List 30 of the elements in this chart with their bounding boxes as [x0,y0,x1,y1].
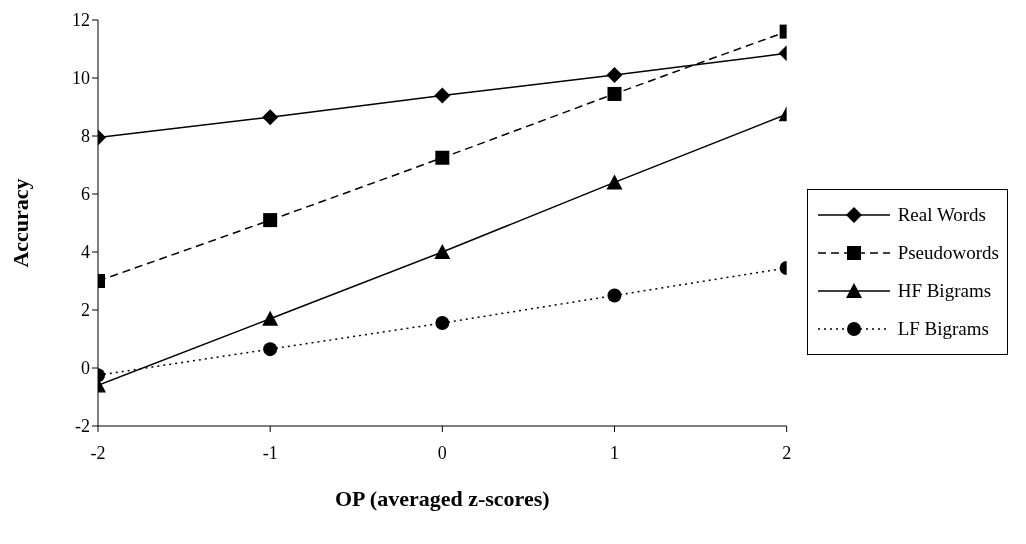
point [607,288,622,303]
legend-label: LF Bigrams [897,318,989,340]
y-tick-label: 6 [81,184,90,205]
y-tick-label: 4 [81,242,90,263]
point [434,244,451,259]
point [435,150,450,165]
y-tick-label: 0 [81,358,90,379]
legend-label: Pseudowords [897,242,999,264]
y-tick-label: 2 [81,300,90,321]
point [262,109,279,126]
point [263,213,278,228]
y-axis-title: Accuracy [7,178,33,268]
x-tick-label: -1 [262,442,278,463]
point [434,87,451,104]
point [435,316,450,331]
point [606,67,623,84]
x-axis-title: OP (averaged z-scores) [335,486,550,511]
point [607,86,622,101]
legend-label: Real Words [897,204,987,226]
y-tick-label: 10 [72,68,90,89]
point [606,174,623,190]
point [263,342,278,357]
y-tick-label: -2 [75,416,90,437]
legend-label: HF Bigrams [897,280,992,302]
y-tick-label: 12 [72,10,90,31]
x-tick-label: 1 [609,442,619,463]
point [262,310,279,326]
x-tick-label: 0 [437,442,447,463]
x-tick-label: 2 [782,442,792,463]
y-tick-label: 8 [81,126,90,147]
